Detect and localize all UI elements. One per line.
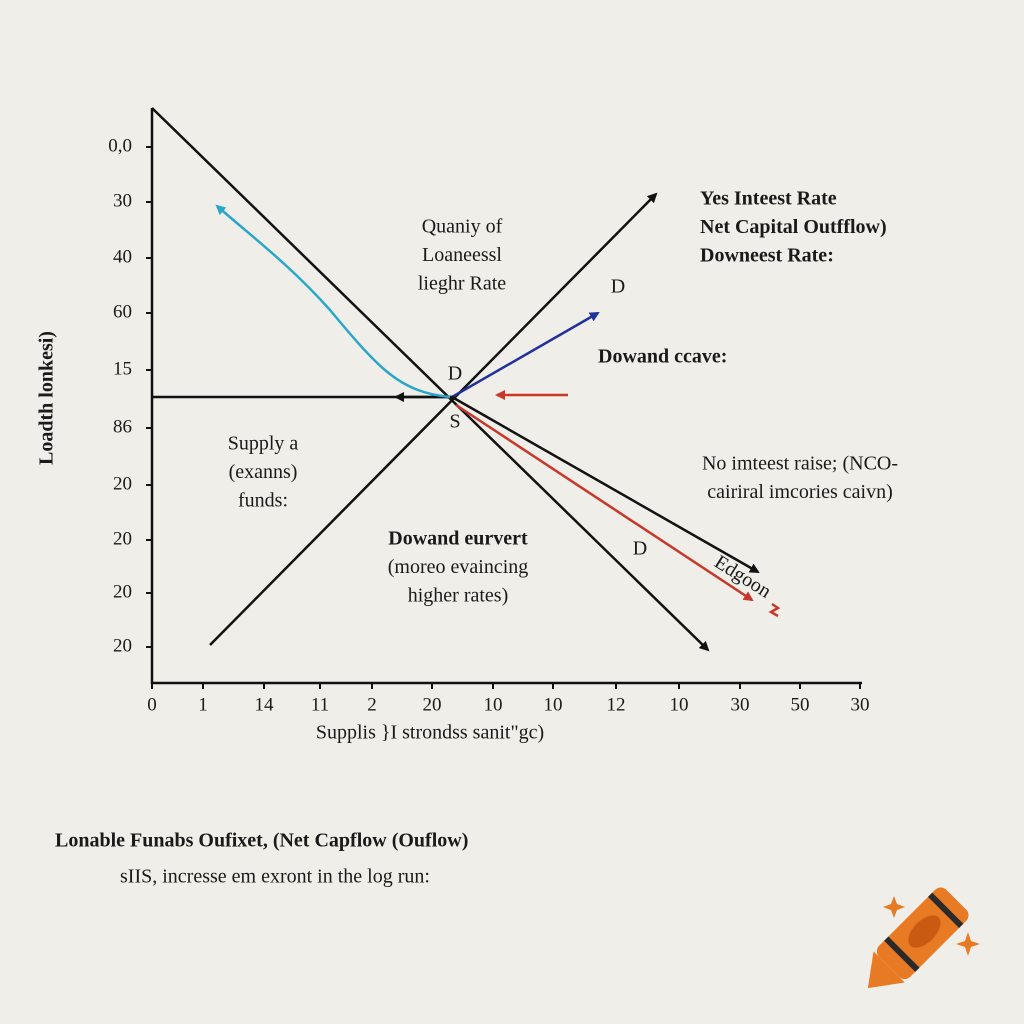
x-tick-label: 20: [423, 694, 442, 715]
annotation-line: Yes Inteest Rate: [700, 188, 837, 210]
red-line: [455, 403, 754, 602]
x-tick-label: 11: [311, 694, 329, 715]
curve-label: D: [448, 363, 462, 385]
annotation-line: (moreo evaincing: [388, 556, 529, 578]
x-tick-label: 12: [607, 694, 626, 715]
blue-arrow: [451, 311, 600, 399]
demand-line: [151, 107, 710, 652]
annotation-line: Dowand eurvert: [388, 528, 528, 550]
supply-line: [209, 192, 658, 646]
caption-subtitle: sIIS, incresse em exront in the log run:: [120, 866, 430, 888]
curves: [151, 107, 781, 652]
nco-line: [451, 395, 760, 574]
annotation-line: Downeest Rate:: [700, 245, 834, 267]
curve-label: D: [633, 538, 647, 560]
y-tick-label: 86: [113, 416, 132, 437]
cyan-curve: [215, 204, 451, 399]
annotation-line: Supply a: [228, 433, 299, 455]
annotation-line: Net Capital Outfflow): [700, 216, 887, 238]
x-tick-label: 50: [791, 694, 810, 715]
annotation-line: funds:: [238, 490, 288, 512]
annotation-line: cairiral imcories caivn): [707, 481, 892, 503]
x-tick-label: 30: [851, 694, 870, 715]
x-tick-label: 1: [198, 694, 208, 715]
y-tick-label: 15: [113, 358, 132, 379]
x-tick-label: 0: [147, 694, 157, 715]
annotation-line: Dowand ccave:: [598, 346, 727, 368]
annotation-line: (exanns): [229, 461, 298, 483]
annotation-line: Quaniy of: [422, 216, 503, 238]
curve-label: D: [611, 276, 625, 298]
y-tick-label: 0,0: [108, 135, 132, 156]
y-tick-label: 20: [113, 473, 132, 494]
y-axis-title: Loadth lonkesi): [36, 331, 58, 465]
caption-title: Lonable Funabs Oufixet, (Net Capflow (Ou…: [55, 830, 468, 852]
y-tick-label: 60: [113, 301, 132, 322]
annotation-line: lieghr Rate: [418, 273, 506, 295]
y-tick-label: 30: [113, 190, 132, 211]
red-squiggle: [768, 602, 781, 618]
y-tick-label: 20: [113, 635, 132, 656]
x-tick-label: 14: [255, 694, 275, 715]
annotation-line: higher rates): [408, 585, 509, 607]
annotation-line: Loaneessl: [422, 244, 502, 266]
x-tick-label: 10: [544, 694, 563, 715]
x-tick-label: 10: [670, 694, 689, 715]
x-tick-label: 10: [484, 694, 503, 715]
crayon: [867, 887, 980, 989]
x-tick-label: 2: [367, 694, 377, 715]
curve-label: S: [449, 411, 460, 433]
y-tick-label: 40: [113, 246, 132, 267]
annotation-line: No imteest raise; (NCO-: [702, 453, 898, 475]
x-axis-title: Supplis }I strondss sanit"gc): [316, 722, 544, 744]
y-tick-label: 20: [113, 528, 132, 549]
x-tick-label: 30: [731, 694, 750, 715]
y-tick-label: 20: [113, 581, 132, 602]
